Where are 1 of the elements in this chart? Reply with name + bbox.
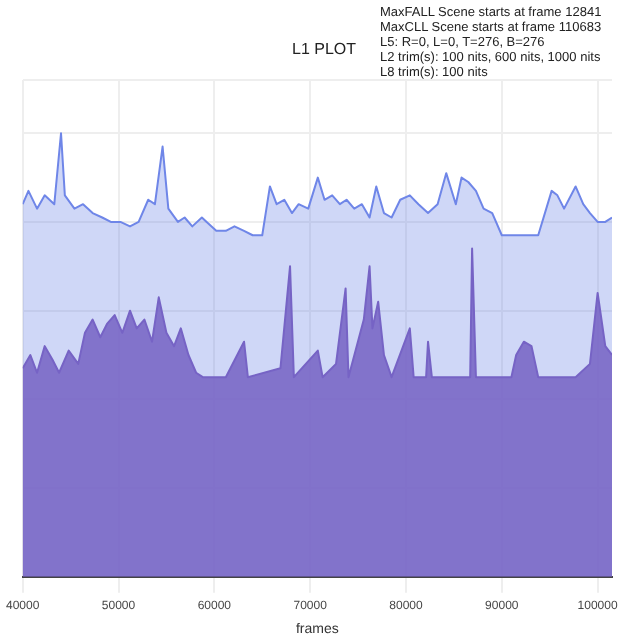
chart-title: L1 PLOT <box>291 40 357 59</box>
